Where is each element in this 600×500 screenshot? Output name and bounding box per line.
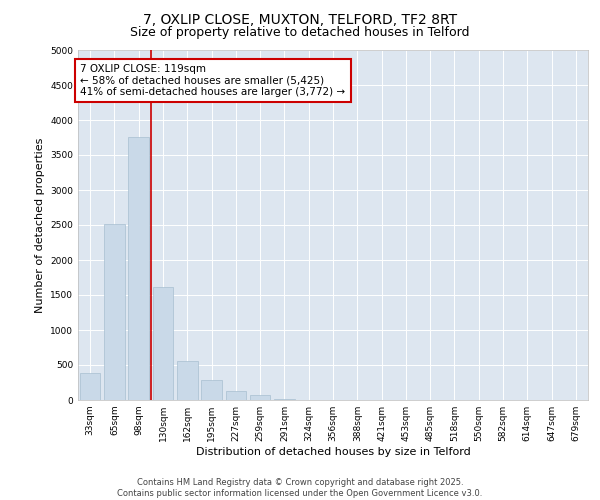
Bar <box>152 286 173 400</box>
Bar <box>201 380 222 400</box>
Bar <box>226 391 246 400</box>
Bar <box>80 372 100 400</box>
Bar <box>250 395 271 400</box>
Bar <box>104 224 125 400</box>
Text: 7, OXLIP CLOSE, MUXTON, TELFORD, TF2 8RT: 7, OXLIP CLOSE, MUXTON, TELFORD, TF2 8RT <box>143 12 457 26</box>
Text: Size of property relative to detached houses in Telford: Size of property relative to detached ho… <box>130 26 470 39</box>
Y-axis label: Number of detached properties: Number of detached properties <box>35 138 44 312</box>
Text: Contains HM Land Registry data © Crown copyright and database right 2025.
Contai: Contains HM Land Registry data © Crown c… <box>118 478 482 498</box>
Text: 7 OXLIP CLOSE: 119sqm
← 58% of detached houses are smaller (5,425)
41% of semi-d: 7 OXLIP CLOSE: 119sqm ← 58% of detached … <box>80 64 346 97</box>
X-axis label: Distribution of detached houses by size in Telford: Distribution of detached houses by size … <box>196 447 470 457</box>
Bar <box>177 361 197 400</box>
Bar <box>128 137 149 400</box>
